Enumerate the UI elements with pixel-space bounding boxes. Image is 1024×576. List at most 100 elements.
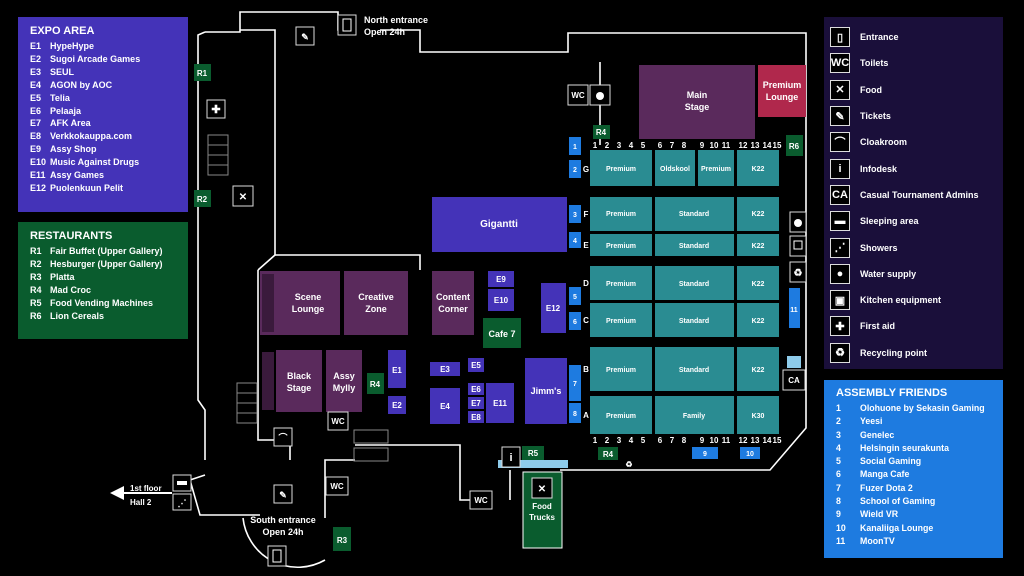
legend-list: ▯ Entrance WC Toilets ✕ Food ✎ Tickets ⌒ Cloakroo…	[830, 24, 997, 366]
column-number-bottom-10: 10	[710, 436, 719, 445]
friend-marker-1: 1	[573, 144, 577, 151]
recycling-icon: ♻	[830, 342, 850, 363]
expo-code: E11	[30, 170, 46, 181]
expo-name: Pelaaja	[50, 105, 82, 116]
expo-code: E9	[30, 144, 42, 155]
first-floor-label: 1st floor	[130, 484, 162, 493]
south-entrance-hours: Open 24h	[262, 527, 303, 537]
ca-icon: CA	[788, 376, 800, 385]
restaurant-item: R1 Fair Buffet (Upper Gallery)	[30, 245, 176, 258]
recycling-icon: ♻	[794, 268, 803, 279]
first-aid-icon: ✚	[211, 104, 220, 116]
friend-code: 4	[836, 442, 841, 453]
premium-lounge-label: Premium	[763, 80, 802, 90]
column-number-top-2: 2	[605, 141, 610, 150]
recycling-icon: ♻	[625, 460, 632, 469]
cafe7-label: Cafe 7	[488, 329, 515, 339]
food-trucks-label-2: Trucks	[529, 513, 555, 522]
block-premium-g2: Premium	[701, 166, 731, 173]
block-k22-d: K22	[752, 281, 765, 288]
restaurant-code: R5	[30, 297, 42, 308]
expo-item: E11 Assy Games	[30, 169, 176, 182]
expo-name: Verkkokauppa.com	[50, 131, 133, 142]
block-standard-b: Standard	[679, 367, 709, 374]
door-icon: ▯	[830, 27, 850, 48]
scene-lounge-label-2: Lounge	[292, 304, 325, 314]
booth-e3: E3	[440, 365, 450, 374]
column-number-bottom-9: 9	[700, 436, 705, 445]
column-numbers-bottom: 1 2 3 4 5 6 7 8 9 10 11 12 13 14 15	[593, 436, 782, 445]
booth-e2: E2	[392, 401, 402, 410]
friend-name: Manga Cafe	[860, 469, 910, 480]
gigantti	[432, 197, 567, 252]
restaurant-item: R2 Hesburger (Upper Gallery)	[30, 258, 176, 271]
booth-e11: E11	[493, 399, 507, 408]
column-number-top-6: 6	[658, 141, 663, 150]
friend-marker-10: 10	[746, 451, 754, 458]
friend-marker-4: 4	[573, 238, 577, 245]
seating-area: Premium Oldskool Premium K22 Premium Sta…	[590, 150, 779, 434]
column-number-top-4: 4	[629, 141, 634, 150]
legend-item: ▣ Kitchen equipment	[830, 287, 997, 313]
restaurant-code: R2	[30, 258, 42, 269]
expo-code: E10	[30, 157, 47, 168]
column-number-top-12: 12	[739, 141, 748, 150]
block-premium-c: Premium	[606, 318, 636, 325]
first-aid-icon: ✚	[830, 316, 850, 337]
booth-e7: E7	[471, 399, 481, 408]
friend-item: 10 Kanaliiga Lounge	[836, 522, 991, 535]
north-entrance-label: North entrance	[364, 15, 428, 25]
friend-markers: 1 2 3 4 5 6 7 8 9 10 11	[569, 137, 800, 459]
column-number-bottom-1: 1	[593, 436, 598, 445]
info-icon: i	[830, 158, 850, 179]
column-number-bottom-13: 13	[751, 436, 760, 445]
legend-item: ▬ Sleeping area	[830, 208, 997, 234]
block-premium-a: Premium	[606, 413, 636, 420]
restaurant-item: R3 Platta	[30, 271, 176, 284]
hall2-arrow-icon	[110, 486, 124, 500]
expo-code: E7	[30, 118, 42, 129]
column-number-top-3: 3	[617, 141, 622, 150]
jimms	[525, 358, 567, 424]
expo-item: E6 Pelaaja	[30, 105, 176, 118]
water-drop-icon	[596, 92, 604, 100]
wc-icon: WC	[571, 91, 585, 100]
friend-name: Yeesi	[860, 416, 883, 427]
block-premium-d: Premium	[606, 281, 636, 288]
column-number-bottom-4: 4	[629, 436, 634, 445]
friend-item: 3 Genelec	[836, 429, 991, 442]
legend-label: Entrance	[860, 32, 899, 43]
column-number-top-7: 7	[670, 141, 675, 150]
restaurant-name: Lion Cereals	[50, 310, 105, 321]
restaurant-name: Hesburger (Upper Gallery)	[50, 258, 163, 269]
assy-mylly-label-2: Mylly	[333, 383, 356, 393]
friend-code: 7	[836, 482, 841, 493]
creative-zone-label-2: Zone	[365, 304, 387, 314]
marker-r5: R5	[528, 449, 539, 458]
restaurant-name: Food Vending Machines	[50, 297, 154, 308]
expo-name: Puolenkuun Pelit	[50, 182, 124, 193]
block-premium-e: Premium	[606, 243, 636, 250]
column-number-top-10: 10	[710, 141, 719, 150]
restaurant-code: R1	[30, 246, 42, 256]
expo-item: E3 SEUL	[30, 66, 176, 79]
marker-r2: R2	[197, 195, 208, 204]
legend-item: ✎ Tickets	[830, 103, 997, 129]
friend-name: School of Gaming	[860, 496, 936, 507]
friend-name: Fuzer Dota 2	[860, 482, 913, 493]
ticket-icon: ✎	[301, 32, 309, 42]
north-entrance-hours: Open 24h	[364, 27, 405, 37]
block-standard-f: Standard	[679, 211, 709, 218]
restaurant-code: R4	[30, 284, 42, 295]
restaurant-name: Fair Buffet (Upper Gallery)	[50, 246, 163, 256]
legend-label: Cloakroom	[860, 137, 908, 148]
legend-item: ● Water supply	[830, 261, 997, 287]
restaurant-item: R6 Lion Cereals	[30, 310, 176, 323]
friend-item: 11 MoonTV	[836, 535, 991, 548]
expo-area-title: EXPO AREA	[30, 25, 95, 37]
expo-booths: E1 E2 E3 E4 E5 E6 E7 E8 E9 E10 E11 E12	[388, 271, 566, 424]
expo-code: E8	[30, 131, 42, 142]
column-number-top-1: 1	[593, 141, 598, 150]
premium-lounge	[758, 65, 806, 117]
friend-name: Helsingin seurakunta	[860, 442, 949, 453]
